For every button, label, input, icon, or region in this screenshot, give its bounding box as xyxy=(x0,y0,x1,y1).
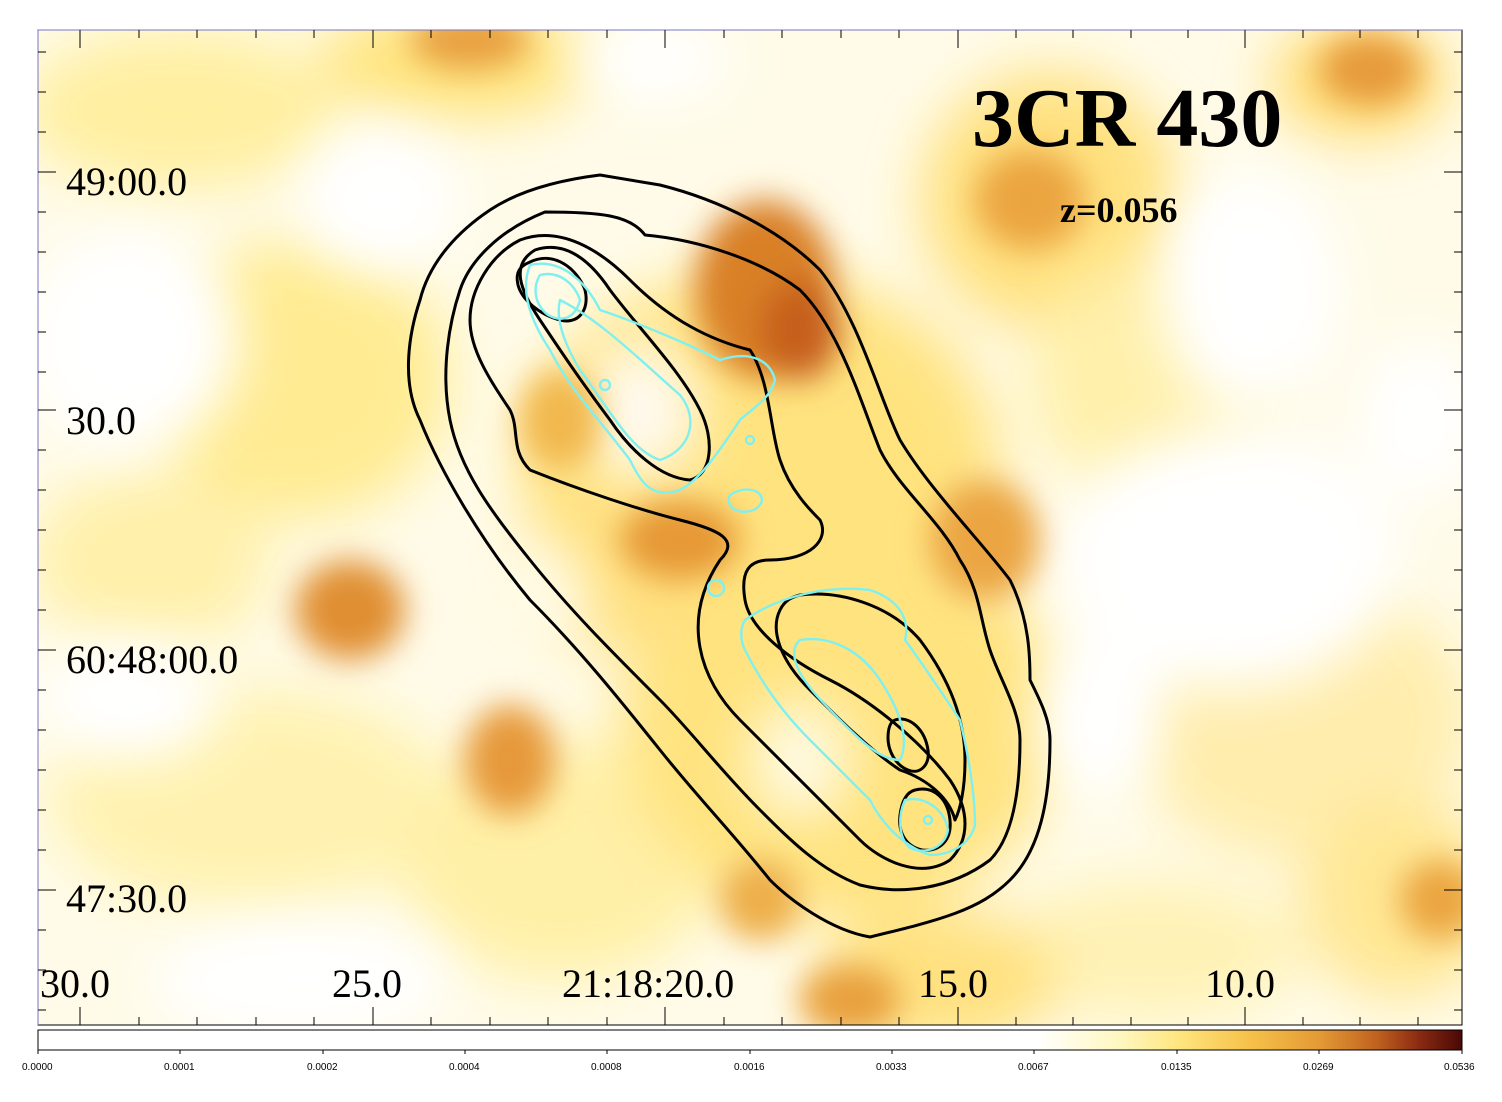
colorbar-tick-8: 0.0135 xyxy=(1161,1062,1192,1073)
colorbar-tick-1: 0.0001 xyxy=(164,1062,195,1073)
colorbar-tick-9: 0.0269 xyxy=(1303,1062,1334,1073)
dec-label-60-48-00: 60:48:00.0 xyxy=(66,637,238,682)
redshift-label: z=0.056 xyxy=(1060,190,1178,230)
axis-ticks xyxy=(38,30,1462,1025)
xray-image xyxy=(38,30,1462,1025)
colorbar-tick-3: 0.0004 xyxy=(449,1062,480,1073)
colorbar-tick-0: 0.0000 xyxy=(22,1062,53,1073)
colorbar: 0.0000 0.0001 0.0002 0.0004 0.0008 0.001… xyxy=(22,1029,1475,1073)
radio-contours-cyan xyxy=(524,262,977,857)
dec-label-49-00: 49:00.0 xyxy=(66,159,187,204)
ra-label-25: 25.0 xyxy=(332,961,402,1006)
colorbar-gradient xyxy=(37,1029,1463,1051)
ra-label-15: 15.0 xyxy=(918,961,988,1006)
ra-label-30: 30.0 xyxy=(40,961,110,1006)
colorbar-tick-4: 0.0008 xyxy=(591,1062,622,1073)
colorbar-tick-10: 0.0536 xyxy=(1444,1062,1475,1073)
source-title: 3CR 430 xyxy=(972,72,1282,165)
colorbar-tick-6: 0.0033 xyxy=(876,1062,907,1073)
dec-label-30: 30.0 xyxy=(66,398,136,443)
ra-label-21-18-20: 21:18:20.0 xyxy=(562,961,734,1006)
colorbar-tick-7: 0.0067 xyxy=(1018,1062,1049,1073)
ra-label-10: 10.0 xyxy=(1205,961,1275,1006)
radio-contours-black xyxy=(406,173,1052,939)
colorbar-tick-2: 0.0002 xyxy=(307,1062,338,1073)
colorbar-tick-5: 0.0016 xyxy=(734,1062,765,1073)
dec-label-47-30: 47:30.0 xyxy=(66,876,187,921)
